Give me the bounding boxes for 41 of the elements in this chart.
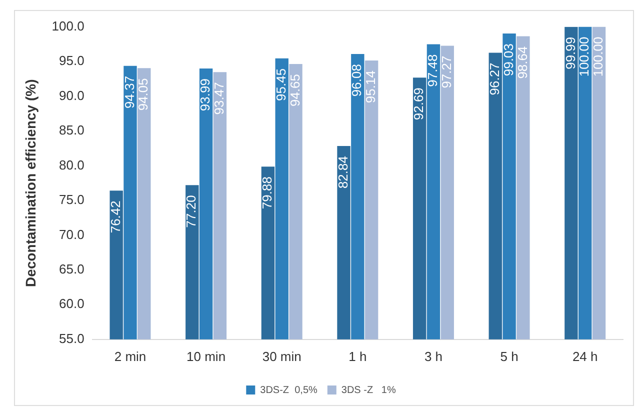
y-tick-label: 95.0 [59, 53, 84, 68]
y-axis-title: Decontamination efficiency (%) [22, 79, 38, 287]
data-label: 94.05 [136, 78, 151, 111]
y-tick-label: 55.0 [59, 330, 84, 346]
data-label: 93.99 [198, 78, 213, 112]
data-label: 79.88 [260, 176, 275, 210]
x-tick-label: 10 min [186, 348, 226, 364]
data-label: 77.20 [184, 195, 199, 228]
data-label: 97.48 [425, 54, 440, 87]
data-label: 93.47 [212, 82, 227, 115]
data-label: 94.37 [122, 76, 137, 108]
data-label: 99.03 [500, 44, 516, 76]
data-label: 95.14 [363, 70, 378, 104]
y-tick-label: 65.0 [59, 262, 84, 277]
data-label: 96.08 [349, 64, 364, 97]
x-tick-label: 2 min [114, 348, 146, 364]
y-tick-label: 90.0 [59, 88, 84, 103]
y-tick-label: 100.0 [52, 18, 84, 34]
y-tick-label: 85.0 [59, 122, 84, 138]
data-label: 99.99 [562, 36, 578, 70]
legend-label: 3DS -Z 1% [341, 384, 396, 396]
data-label: 97.27 [438, 56, 454, 88]
data-label: 100.00 [576, 36, 592, 77]
data-label: 100.00 [590, 36, 606, 77]
x-tick-label: 1 h [348, 348, 367, 364]
legend-label: 3DS-Z 0,5% [260, 384, 318, 396]
y-tick-label: 75.0 [59, 192, 84, 208]
data-label: 96.27 [486, 62, 502, 96]
x-tick-label: 5 h [500, 348, 518, 364]
data-label: 82.84 [335, 156, 350, 189]
data-label: 94.65 [287, 74, 302, 107]
x-tick-label: 3 h [424, 348, 443, 364]
data-label: 76.42 [108, 200, 123, 234]
x-tick-label: 30 min [262, 348, 302, 364]
data-label: 98.64 [514, 46, 530, 79]
y-tick-label: 70.0 [59, 226, 84, 242]
y-tick-label: 80.0 [59, 157, 84, 172]
data-label: 92.69 [411, 88, 426, 120]
data-label: 95.45 [273, 68, 288, 101]
y-tick-label: 60.0 [59, 296, 84, 312]
x-tick-label: 24 h [572, 348, 598, 364]
